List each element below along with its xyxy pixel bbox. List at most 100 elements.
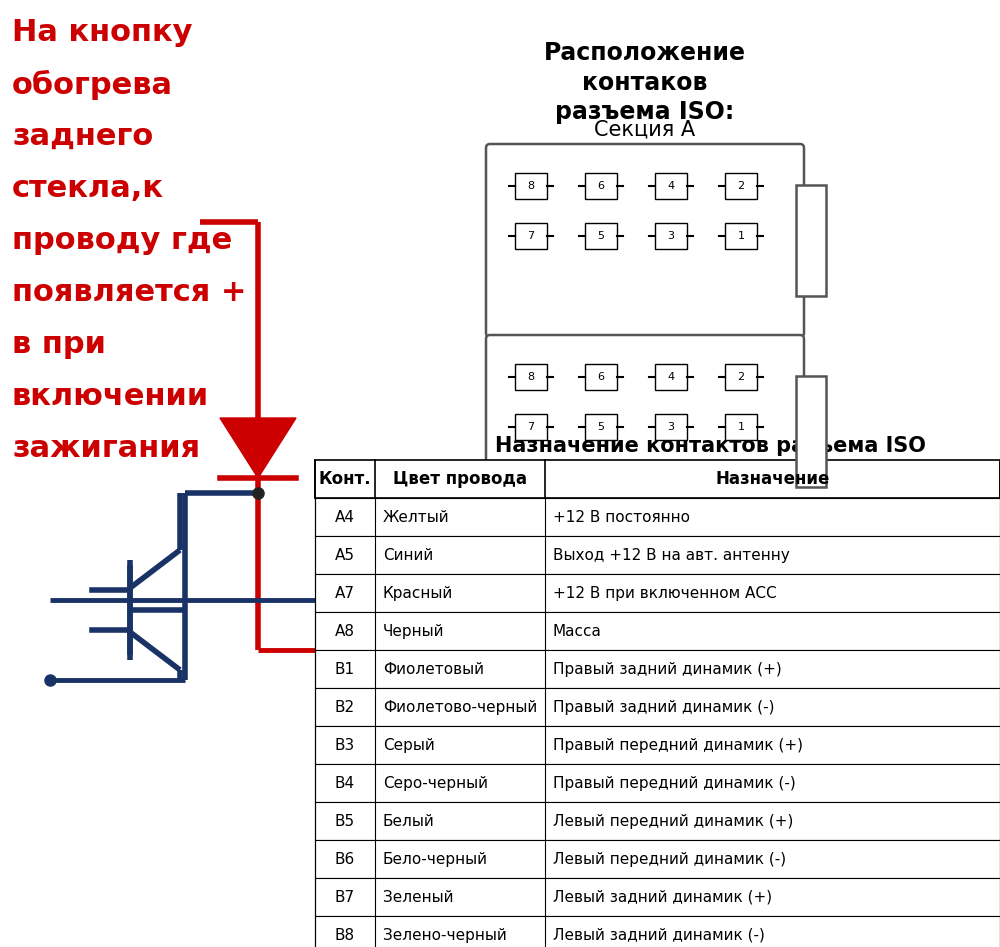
Text: Назначение: Назначение bbox=[715, 470, 830, 488]
Text: 1: 1 bbox=[738, 422, 744, 432]
Bar bbox=[585, 364, 617, 390]
Text: контаков: контаков bbox=[582, 71, 708, 95]
Bar bbox=[315, 536, 1000, 574]
Text: Бело-черный: Бело-черный bbox=[383, 851, 488, 867]
Text: включении: включении bbox=[12, 382, 209, 411]
Text: В6: В6 bbox=[335, 851, 355, 867]
Text: Серо-черный: Серо-черный bbox=[383, 776, 488, 791]
Bar bbox=[725, 223, 757, 249]
Bar bbox=[725, 173, 757, 199]
Text: 4: 4 bbox=[667, 372, 675, 382]
Text: 2: 2 bbox=[737, 372, 745, 382]
Text: в при: в при bbox=[12, 330, 106, 359]
Text: 4: 4 bbox=[667, 181, 675, 191]
Bar bbox=[315, 802, 1000, 840]
Text: 3: 3 bbox=[668, 231, 674, 241]
Text: обогрева: обогрева bbox=[12, 70, 173, 100]
Text: 5: 5 bbox=[598, 231, 604, 241]
Text: Правый задний динамик (+): Правый задний динамик (+) bbox=[553, 662, 782, 676]
Text: Конт.: Конт. bbox=[319, 470, 371, 488]
Text: Цвет провода: Цвет провода bbox=[393, 470, 527, 488]
Text: 7: 7 bbox=[527, 231, 535, 241]
Text: Левый передний динамик (-): Левый передний динамик (-) bbox=[553, 851, 786, 867]
Bar bbox=[796, 185, 826, 296]
Bar bbox=[315, 574, 1000, 612]
Text: В1: В1 bbox=[335, 662, 355, 676]
Text: Красный: Красный bbox=[383, 585, 453, 600]
Text: +12 В постоянно: +12 В постоянно bbox=[553, 509, 690, 525]
Text: Серый: Серый bbox=[383, 738, 435, 753]
Text: В2: В2 bbox=[335, 700, 355, 714]
Text: В8: В8 bbox=[335, 927, 355, 942]
Bar bbox=[655, 223, 687, 249]
Bar bbox=[655, 173, 687, 199]
Bar bbox=[655, 364, 687, 390]
Text: Фиолетовый: Фиолетовый bbox=[383, 662, 484, 676]
Text: Желтый: Желтый bbox=[383, 509, 450, 525]
Text: На кнопку: На кнопку bbox=[12, 18, 192, 47]
Bar bbox=[315, 612, 1000, 650]
Text: Зеленый: Зеленый bbox=[383, 889, 454, 904]
Text: разъема ISO:: разъема ISO: bbox=[555, 100, 735, 124]
Bar bbox=[315, 688, 1000, 726]
Text: А8: А8 bbox=[335, 623, 355, 638]
Text: В4: В4 bbox=[335, 776, 355, 791]
Text: 3: 3 bbox=[668, 422, 674, 432]
Text: зажигания: зажигания bbox=[12, 434, 200, 463]
Bar bbox=[515, 414, 547, 440]
Text: Правый передний динамик (-): Правый передний динамик (-) bbox=[553, 776, 796, 791]
Text: Правый задний динамик (-): Правый задний динамик (-) bbox=[553, 700, 774, 714]
Text: Черный: Черный bbox=[383, 623, 444, 638]
Text: 5: 5 bbox=[598, 422, 604, 432]
Text: Расположение: Расположение bbox=[544, 41, 746, 65]
Bar bbox=[725, 364, 757, 390]
Text: появляется +: появляется + bbox=[12, 278, 246, 307]
Text: Назначение контактов разъема ISO: Назначение контактов разъема ISO bbox=[495, 436, 925, 456]
Bar bbox=[585, 414, 617, 440]
Text: проводу где: проводу где bbox=[12, 226, 232, 255]
Bar bbox=[315, 764, 1000, 802]
Text: В5: В5 bbox=[335, 813, 355, 829]
Text: Левый передний динамик (+): Левый передний динамик (+) bbox=[553, 813, 793, 829]
Text: Левый задний динамик (-): Левый задний динамик (-) bbox=[553, 927, 765, 942]
Bar bbox=[315, 878, 1000, 916]
Text: Левый задний динамик (+): Левый задний динамик (+) bbox=[553, 889, 772, 904]
FancyBboxPatch shape bbox=[486, 335, 804, 528]
Text: А7: А7 bbox=[335, 585, 355, 600]
Text: Масса: Масса bbox=[553, 623, 602, 638]
Text: стекла,к: стекла,к bbox=[12, 174, 164, 203]
Text: Секция В: Секция В bbox=[594, 542, 696, 562]
Text: Синий: Синий bbox=[383, 547, 433, 563]
Text: Фиолетово-черный: Фиолетово-черный bbox=[383, 700, 537, 714]
Bar bbox=[796, 376, 826, 487]
Bar bbox=[515, 223, 547, 249]
Text: 6: 6 bbox=[598, 181, 604, 191]
Text: 8: 8 bbox=[527, 372, 535, 382]
Text: Секция А: Секция А bbox=[594, 120, 696, 140]
Text: 2: 2 bbox=[737, 181, 745, 191]
Bar bbox=[725, 414, 757, 440]
Text: Зелено-черный: Зелено-черный bbox=[383, 927, 507, 942]
Bar bbox=[315, 498, 1000, 536]
Bar bbox=[655, 414, 687, 440]
Text: 6: 6 bbox=[598, 372, 604, 382]
Text: 1: 1 bbox=[738, 231, 744, 241]
Text: В3: В3 bbox=[335, 738, 355, 753]
Text: А5: А5 bbox=[335, 547, 355, 563]
Bar bbox=[515, 173, 547, 199]
Text: Правый передний динамик (+): Правый передний динамик (+) bbox=[553, 738, 803, 753]
FancyBboxPatch shape bbox=[486, 144, 804, 337]
Text: 7: 7 bbox=[527, 422, 535, 432]
Bar bbox=[315, 916, 1000, 947]
Bar bbox=[315, 726, 1000, 764]
Text: Белый: Белый bbox=[383, 813, 435, 829]
Text: 8: 8 bbox=[527, 181, 535, 191]
Text: заднего: заднего bbox=[12, 122, 153, 151]
Bar bbox=[315, 650, 1000, 688]
Bar bbox=[315, 840, 1000, 878]
Bar bbox=[585, 173, 617, 199]
Bar bbox=[515, 364, 547, 390]
Text: В7: В7 bbox=[335, 889, 355, 904]
Text: Выход +12 В на авт. антенну: Выход +12 В на авт. антенну bbox=[553, 547, 790, 563]
Bar bbox=[315, 460, 1000, 498]
